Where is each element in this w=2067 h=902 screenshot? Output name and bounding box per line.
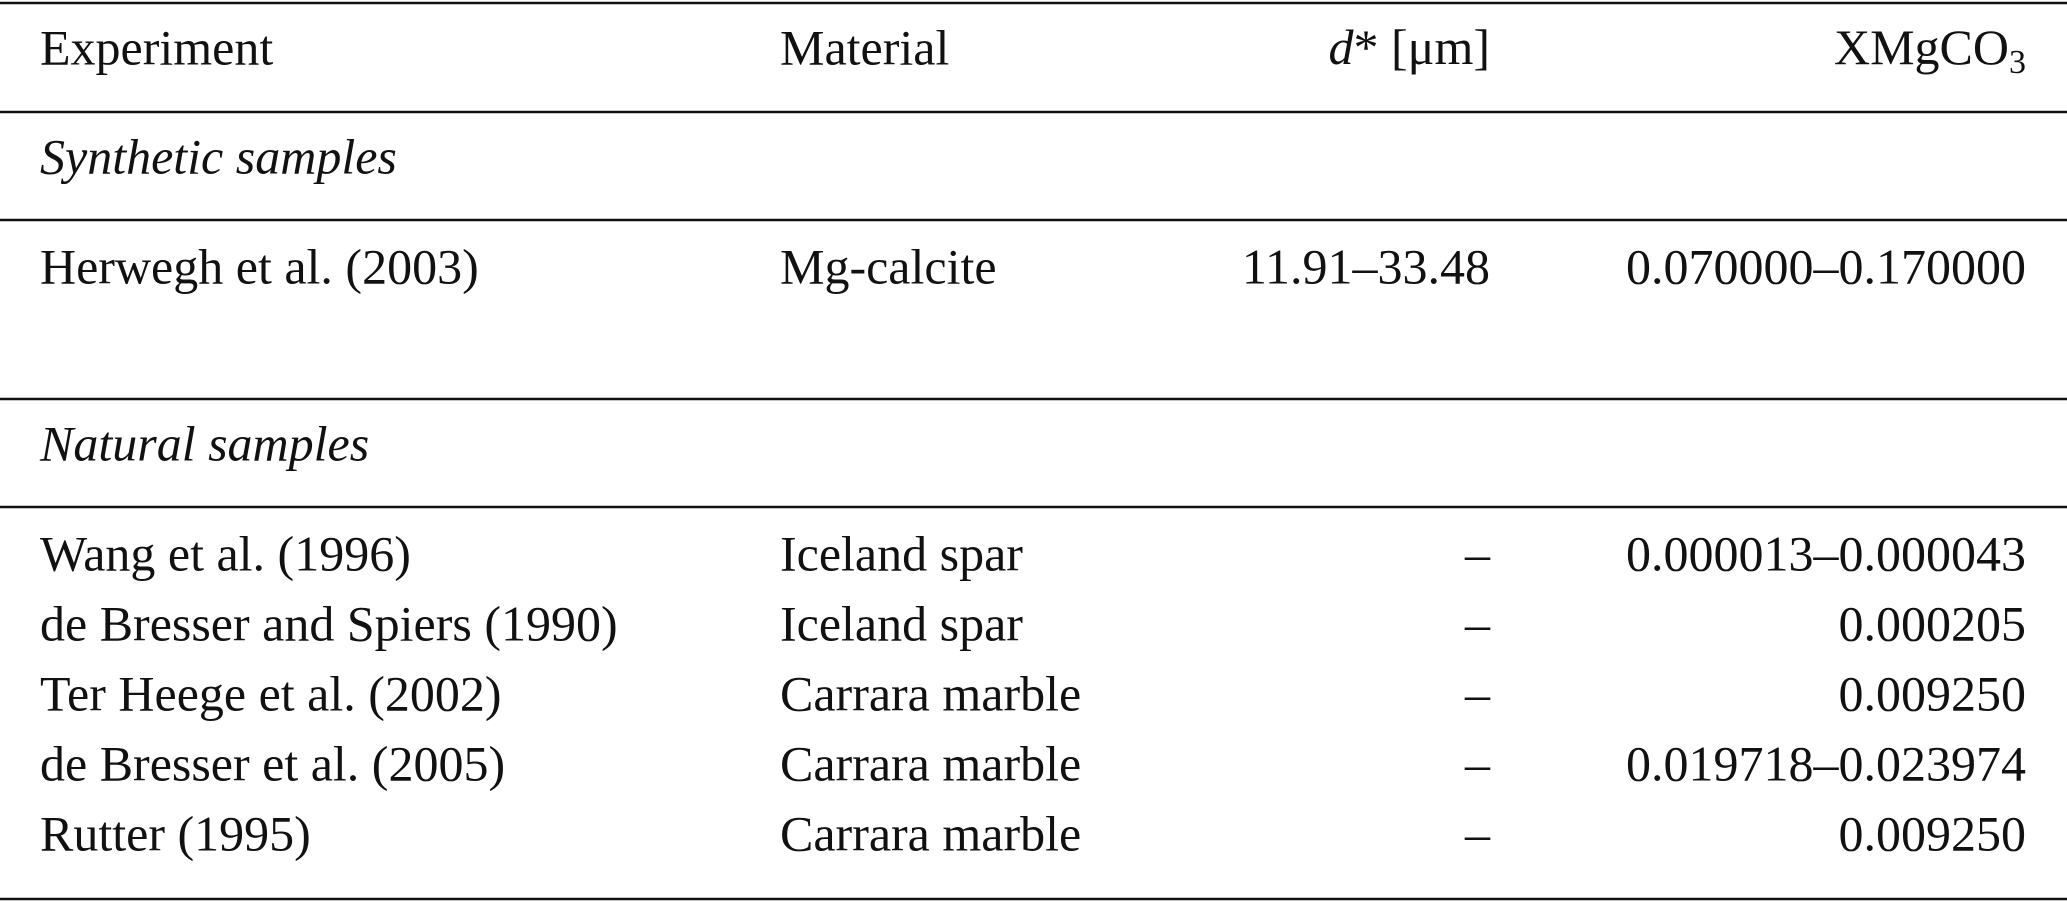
- cell: Carrara marble: [780, 665, 1081, 721]
- cell: Rutter (1995): [40, 805, 311, 861]
- header-cell: Material: [780, 19, 949, 75]
- cell: Mg-calcite: [780, 238, 997, 294]
- cell: 0.009250: [1839, 665, 2027, 721]
- cell: Iceland spar: [780, 595, 1023, 651]
- cell: Ter Heege et al. (2002): [40, 665, 502, 721]
- cell: 0.009250: [1839, 805, 2027, 861]
- header-italic: d: [1329, 19, 1355, 75]
- header-text: XMgCO: [1834, 19, 2009, 75]
- cell: de Bresser et al. (2005): [40, 735, 505, 791]
- cell: de Bresser and Spiers (1990): [40, 595, 618, 651]
- section-title: Synthetic samples: [40, 128, 397, 184]
- cell: –: [1464, 805, 1491, 861]
- cell: 0.070000–0.170000: [1626, 238, 2026, 294]
- cell: Herwegh et al. (2003): [40, 238, 479, 294]
- cell: Carrara marble: [780, 805, 1081, 861]
- cell: 0.000013–0.000043: [1626, 525, 2026, 581]
- header-cell: Experiment: [40, 19, 273, 75]
- cell: 0.019718–0.023974: [1626, 735, 2026, 791]
- header-sub: 3: [2009, 44, 2026, 81]
- cell: –: [1464, 665, 1491, 721]
- header-cell: XMgCO3: [1834, 19, 2026, 80]
- cell: 0.000205: [1839, 595, 2027, 651]
- cell: –: [1464, 525, 1491, 581]
- cell: –: [1464, 735, 1491, 791]
- cell: –: [1464, 595, 1491, 651]
- cell: Wang et al. (1996): [40, 525, 411, 581]
- header-cell: d* [μm]: [1329, 19, 1491, 75]
- section-title: Natural samples: [39, 415, 369, 471]
- cell: 11.91–33.48: [1242, 238, 1490, 294]
- header-text: * [μm]: [1354, 19, 1491, 75]
- cell: Carrara marble: [780, 735, 1081, 791]
- cell: Iceland spar: [780, 525, 1023, 581]
